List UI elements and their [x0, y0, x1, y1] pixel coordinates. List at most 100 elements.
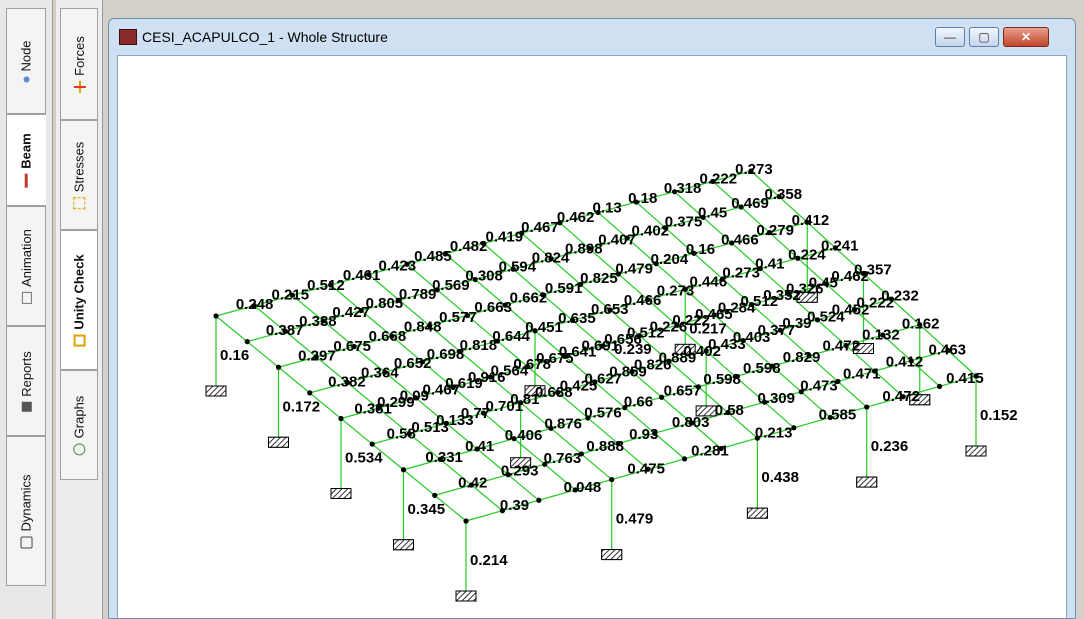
unity-value-label: 0.465 [695, 306, 733, 323]
node-dot [542, 461, 548, 467]
unity-value-label: 0.09 [400, 388, 429, 405]
structure-view[interactable]: 0.273 0.222 0.318 0.18 0.13 0.462 0.467 0.419 0.… [117, 55, 1067, 618]
node-dot [720, 276, 726, 282]
tab-dynamics[interactable]: Dynamics [6, 436, 46, 586]
node-dot [396, 297, 402, 303]
unity-value-label: 0.273 [722, 265, 760, 282]
node-dot [795, 255, 801, 261]
node-dot [307, 390, 313, 396]
tab-beam[interactable]: Beam [6, 114, 46, 206]
node-dot [328, 282, 334, 288]
unity-value-label: 0.825 [580, 270, 618, 287]
support-hatch [746, 507, 768, 519]
unity-value-label: 0.467 [423, 381, 461, 398]
unity-value-label: 0.585 [819, 406, 857, 423]
node-dot [472, 276, 478, 283]
unity-value-label: 0.402 [632, 222, 670, 239]
tab-forces[interactable]: Forces [60, 8, 98, 120]
unity-value-label: 0.638 [535, 384, 573, 401]
column-value-label: 0.236 [871, 438, 909, 455]
unity-value-label: 0.222 [857, 294, 895, 311]
window-titlebar[interactable]: CESI_ACAPULCO_1 - Whole Structure — ▢ ✕ [109, 19, 1075, 55]
tab-unity-check[interactable]: Unity Check [60, 230, 98, 370]
unity-value-label: 0.13 [593, 200, 622, 217]
unity-value-label: 0.132 [862, 326, 900, 343]
unity-value-label: 0.524 [807, 308, 845, 325]
unity-value-label: 0.471 [843, 366, 881, 383]
node-dot [786, 291, 792, 297]
unity-value-label: 0.281 [691, 443, 729, 460]
unity-value-label: 0.297 [298, 347, 336, 364]
forces-icon [73, 80, 86, 93]
node-dot [548, 256, 554, 262]
node-dot [777, 327, 783, 333]
node-dot [609, 476, 615, 483]
unity-value-label: 0.803 [672, 414, 710, 431]
node-dot [662, 225, 668, 231]
tab-graphs[interactable]: Graphs [60, 370, 98, 480]
node-dot [389, 333, 395, 339]
node-dot [548, 425, 554, 431]
support-hatch [856, 476, 878, 488]
node-dot [851, 306, 858, 313]
node-dot [645, 466, 651, 472]
tab-stresses[interactable]: Stresses [60, 120, 98, 230]
tab-node[interactable]: Node [6, 8, 46, 114]
node-dot [695, 384, 702, 390]
unity-value-label: 0.81 [510, 391, 539, 408]
unity-value-label: 0.45 [809, 274, 838, 291]
tab-animation[interactable]: Animation [6, 206, 46, 326]
minimize-button[interactable]: — [935, 27, 965, 47]
unity-value-label: 0.656 [604, 331, 642, 348]
node-dot [432, 492, 438, 498]
unity-value-label: 0.423 [379, 258, 417, 275]
node-dot [880, 332, 886, 338]
node-dot [629, 369, 635, 375]
unity-value-label: 0.826 [634, 357, 672, 374]
maximize-button[interactable]: ▢ [969, 27, 999, 47]
node-dot [457, 348, 463, 355]
node-dot [572, 487, 578, 493]
unity-value-label: 0.226 [650, 318, 688, 335]
unity-value-label: 0.462 [557, 209, 595, 226]
unity-value-label: 0.829 [783, 349, 821, 366]
node-dot [510, 266, 516, 272]
unity-value-label: 0.644 [492, 328, 530, 345]
node-dot [671, 189, 678, 195]
node-dot [557, 220, 563, 226]
unity-value-label: 0.463 [928, 341, 966, 358]
unity-value-label: 0.433 [708, 336, 746, 353]
graphs-icon [73, 442, 86, 455]
dynamics-icon [20, 536, 33, 549]
unity-value-label: 0.472 [882, 388, 920, 405]
unity-value-label: 0.512 [627, 325, 665, 342]
node-dot [633, 199, 639, 205]
unity-value-label: 0.466 [721, 231, 759, 248]
unity-value-label: 0.39 [782, 315, 811, 332]
node-dot [351, 343, 357, 350]
tab-graphs-label: Graphs [71, 395, 87, 438]
unity-value-label: 0.657 [664, 382, 702, 399]
unity-value-label: 0.876 [544, 416, 582, 433]
node-dot [711, 312, 717, 318]
unity-value-label: 0.627 [584, 370, 622, 387]
unity-value-label: 0.222 [672, 312, 710, 329]
node-dot [769, 363, 775, 369]
tab-reports[interactable]: Reports [6, 326, 46, 436]
unity-value-label: 0.598 [703, 371, 741, 388]
unity-value-label: 0.513 [411, 419, 449, 436]
unity-value-label: 0.564 [491, 363, 529, 380]
app-icon [119, 29, 137, 45]
node-dot [251, 303, 257, 309]
unity-value-label: 0.331 [425, 449, 463, 466]
node-dot [748, 168, 754, 174]
support-hatch [909, 394, 931, 406]
close-button[interactable]: ✕ [1003, 27, 1049, 47]
minimize-icon: — [944, 30, 956, 44]
node-dot [474, 446, 480, 452]
tab-animation-label: Animation [18, 228, 34, 287]
beam-icon [25, 173, 29, 188]
support-hatch [393, 539, 414, 551]
column-value-label: 0.214 [470, 552, 508, 569]
node-dot [827, 414, 833, 421]
